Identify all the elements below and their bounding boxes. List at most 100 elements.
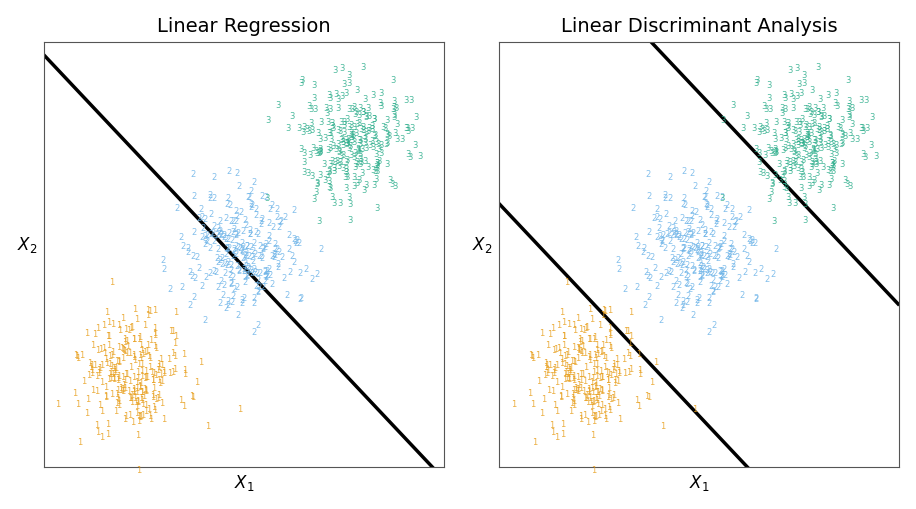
Text: 2: 2 — [699, 220, 704, 230]
Text: 2: 2 — [698, 258, 703, 267]
Text: 2: 2 — [726, 222, 731, 232]
Text: 2: 2 — [242, 272, 247, 281]
Text: 3: 3 — [339, 92, 344, 101]
Text: 1: 1 — [153, 394, 158, 404]
Text: 3: 3 — [384, 130, 389, 139]
Text: 1: 1 — [135, 401, 139, 410]
Text: 3: 3 — [341, 137, 346, 147]
Text: 3: 3 — [784, 157, 790, 166]
Text: 2: 2 — [256, 286, 261, 295]
Text: 2: 2 — [267, 271, 273, 279]
Text: 3: 3 — [830, 166, 835, 175]
Text: 1: 1 — [575, 314, 581, 322]
Text: 2: 2 — [715, 282, 721, 291]
Text: 2: 2 — [680, 244, 685, 253]
Text: 3: 3 — [310, 126, 315, 134]
Text: 2: 2 — [231, 224, 236, 233]
Text: 3: 3 — [314, 180, 320, 189]
Text: 2: 2 — [190, 272, 195, 281]
Text: 1: 1 — [598, 407, 604, 415]
Text: 2: 2 — [249, 201, 255, 210]
Text: 1: 1 — [554, 406, 560, 415]
Text: 2: 2 — [273, 239, 278, 248]
Text: 1: 1 — [94, 386, 100, 395]
Text: 2: 2 — [233, 249, 238, 259]
Text: 2: 2 — [679, 235, 684, 244]
Text: 3: 3 — [772, 134, 778, 144]
Text: 1: 1 — [545, 365, 550, 374]
Text: 1: 1 — [118, 386, 124, 394]
Text: 2: 2 — [240, 253, 245, 262]
Text: 3: 3 — [361, 132, 366, 141]
Text: 2: 2 — [702, 265, 707, 273]
Text: 2: 2 — [682, 235, 686, 244]
Text: 3: 3 — [350, 131, 355, 140]
Text: 1: 1 — [152, 330, 157, 340]
Text: 1: 1 — [120, 353, 125, 362]
Text: 1: 1 — [128, 322, 134, 331]
Text: 1: 1 — [77, 437, 82, 446]
Text: 3: 3 — [343, 173, 348, 182]
Text: 1: 1 — [601, 305, 606, 314]
Text: 3: 3 — [792, 126, 798, 135]
Text: 1: 1 — [594, 359, 600, 369]
Text: 3: 3 — [784, 122, 790, 131]
Text: 1: 1 — [103, 392, 108, 402]
Text: 1: 1 — [574, 344, 580, 353]
Text: 3: 3 — [374, 158, 379, 167]
Text: 3: 3 — [406, 150, 410, 158]
Text: 1: 1 — [139, 395, 145, 405]
Text: 1: 1 — [128, 324, 134, 332]
Text: 2: 2 — [685, 251, 691, 261]
Text: 1: 1 — [578, 414, 583, 423]
Text: 2: 2 — [670, 253, 674, 262]
Text: 2: 2 — [720, 267, 725, 276]
Text: 3: 3 — [773, 147, 779, 156]
Text: 2: 2 — [228, 271, 233, 279]
Text: 3: 3 — [812, 135, 816, 145]
Text: 1: 1 — [125, 370, 130, 379]
Text: 3: 3 — [795, 140, 801, 150]
Text: 1: 1 — [151, 383, 157, 392]
Text: 1: 1 — [579, 349, 584, 357]
Text: 3: 3 — [839, 139, 845, 148]
Text: 1: 1 — [173, 331, 179, 341]
Text: 2: 2 — [703, 200, 709, 209]
Text: 1: 1 — [613, 370, 618, 379]
Text: 2: 2 — [727, 249, 732, 259]
Text: 3: 3 — [391, 96, 397, 105]
Text: 1: 1 — [530, 354, 536, 362]
Text: 2: 2 — [175, 204, 180, 213]
Text: 2: 2 — [267, 237, 271, 246]
Text: 3: 3 — [740, 124, 746, 133]
Text: 1: 1 — [612, 375, 616, 384]
Text: 1: 1 — [511, 399, 516, 408]
Text: 2: 2 — [678, 268, 683, 277]
Text: 2: 2 — [231, 246, 236, 255]
Text: 2: 2 — [654, 204, 660, 213]
Text: 3: 3 — [820, 162, 825, 172]
Text: 3: 3 — [795, 163, 801, 172]
Text: 3: 3 — [311, 80, 316, 90]
Text: 2: 2 — [694, 238, 700, 247]
Text: 3: 3 — [378, 140, 384, 149]
Text: 3: 3 — [341, 128, 346, 136]
Text: 2: 2 — [256, 251, 261, 261]
Text: 3: 3 — [364, 111, 369, 121]
Text: 3: 3 — [344, 167, 349, 177]
Text: 1: 1 — [583, 349, 587, 358]
Text: 3: 3 — [332, 167, 337, 176]
Text: 3: 3 — [829, 158, 834, 167]
Text: 3: 3 — [390, 104, 396, 114]
Text: 1: 1 — [143, 348, 147, 357]
Text: 2: 2 — [272, 249, 277, 259]
Text: 1: 1 — [594, 366, 600, 375]
Text: 3: 3 — [779, 104, 784, 113]
Text: 3: 3 — [843, 176, 848, 185]
Text: 3: 3 — [804, 128, 809, 137]
Text: 3: 3 — [406, 127, 410, 136]
Text: 2: 2 — [707, 249, 713, 259]
Text: 3: 3 — [781, 176, 787, 185]
Text: 1: 1 — [564, 362, 570, 371]
Text: 2: 2 — [718, 240, 724, 248]
